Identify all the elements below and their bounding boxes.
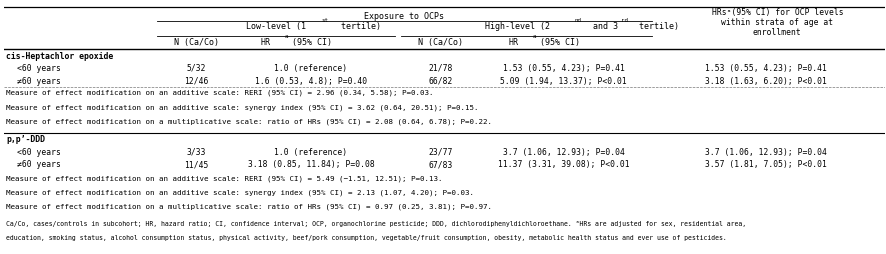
Text: tertile): tertile): [633, 22, 678, 31]
Text: 3/33: 3/33: [186, 147, 206, 156]
Text: 3.18 (0.85, 11.84); P=0.08: 3.18 (0.85, 11.84); P=0.08: [247, 160, 374, 169]
Text: 3.7 (1.06, 12.93); P=0.04: 3.7 (1.06, 12.93); P=0.04: [502, 147, 624, 156]
Text: 67/83: 67/83: [428, 160, 452, 169]
Text: Measure of effect modification on an additive scale: RERI (95% CI) = 2.96 (0.34,: Measure of effect modification on an add…: [6, 90, 433, 96]
Text: 5/32: 5/32: [186, 64, 206, 72]
Text: education, smoking status, alcohol consumption status, physical activity, beef/p: education, smoking status, alcohol consu…: [6, 234, 727, 240]
Text: Measure of effect modification on a multiplicative scale: ratio of HRs (95% CI) : Measure of effect modification on a mult…: [6, 118, 492, 125]
Text: rd: rd: [621, 18, 627, 23]
Text: 21/78: 21/78: [428, 64, 452, 72]
Text: a: a: [284, 34, 288, 39]
Text: 1.53 (0.55, 4.23); P=0.41: 1.53 (0.55, 4.23); P=0.41: [704, 64, 827, 72]
Text: N (Ca/Co): N (Ca/Co): [174, 38, 219, 47]
Text: 3.18 (1.63, 6.20); P<0.01: 3.18 (1.63, 6.20); P<0.01: [704, 76, 827, 85]
Text: Measure of effect modification on an additive scale: RERI (95% CI) = 5.49 (−1.51: Measure of effect modification on an add…: [6, 174, 442, 181]
Text: (95% CI): (95% CI): [540, 38, 579, 47]
Text: 12/46: 12/46: [184, 76, 208, 85]
Text: N (Ca/Co): N (Ca/Co): [417, 38, 462, 47]
Text: Measure of effect modification on an additive scale: synergy index (95% CI) = 3.: Measure of effect modification on an add…: [6, 104, 478, 110]
Text: Ca/Co, cases/controls in subcohort; HR, hazard ratio; CI, confidence interval; O: Ca/Co, cases/controls in subcohort; HR, …: [6, 220, 745, 226]
Text: cis-Heptachlor epoxide: cis-Heptachlor epoxide: [6, 52, 113, 60]
Text: ≠60 years: ≠60 years: [17, 160, 60, 169]
Text: 1.53 (0.55, 4.23); P=0.41: 1.53 (0.55, 4.23); P=0.41: [502, 64, 624, 72]
Text: (95% CI): (95% CI): [291, 38, 331, 47]
Text: 1.0 (reference): 1.0 (reference): [274, 147, 347, 156]
Text: Exposure to OCPs: Exposure to OCPs: [364, 11, 444, 20]
Text: <60 years: <60 years: [17, 64, 60, 72]
Text: 1.0 (reference): 1.0 (reference): [274, 64, 347, 72]
Text: 23/77: 23/77: [428, 147, 452, 156]
Text: st: st: [321, 18, 328, 23]
Text: p,p’-DDD: p,p’-DDD: [6, 135, 45, 144]
Text: 66/82: 66/82: [428, 76, 452, 85]
Text: 3.7 (1.06, 12.93); P=0.04: 3.7 (1.06, 12.93); P=0.04: [704, 147, 827, 156]
Text: 11/45: 11/45: [184, 160, 208, 169]
Text: High-level (2: High-level (2: [485, 22, 549, 31]
Text: HR: HR: [260, 38, 270, 47]
Text: ≠60 years: ≠60 years: [17, 76, 60, 85]
Text: 5.09 (1.94, 13.37); P<0.01: 5.09 (1.94, 13.37); P<0.01: [500, 76, 626, 85]
Text: a: a: [532, 34, 536, 39]
Text: nd: nd: [574, 18, 581, 23]
Text: Measure of effect modification on an additive scale: synergy index (95% CI) = 2.: Measure of effect modification on an add…: [6, 189, 474, 195]
Text: tertile): tertile): [335, 22, 380, 31]
Text: 3.57 (1.81, 7.05); P<0.01: 3.57 (1.81, 7.05); P<0.01: [704, 160, 827, 169]
Text: HR: HR: [508, 38, 518, 47]
Text: HRsᵃ(95% CI) for OCP levels
within strata of age at
enrollment: HRsᵃ(95% CI) for OCP levels within strat…: [711, 7, 843, 37]
Text: Low-level (1: Low-level (1: [245, 22, 306, 31]
Text: 11.37 (3.31, 39.08); P<0.01: 11.37 (3.31, 39.08); P<0.01: [497, 160, 629, 169]
Text: Measure of effect modification on a multiplicative scale: ratio of HRs (95% CI) : Measure of effect modification on a mult…: [6, 203, 492, 210]
Text: 1.6 (0.53, 4.8); P=0.40: 1.6 (0.53, 4.8); P=0.40: [254, 76, 367, 85]
Text: and 3: and 3: [587, 22, 618, 31]
Text: <60 years: <60 years: [17, 147, 60, 156]
